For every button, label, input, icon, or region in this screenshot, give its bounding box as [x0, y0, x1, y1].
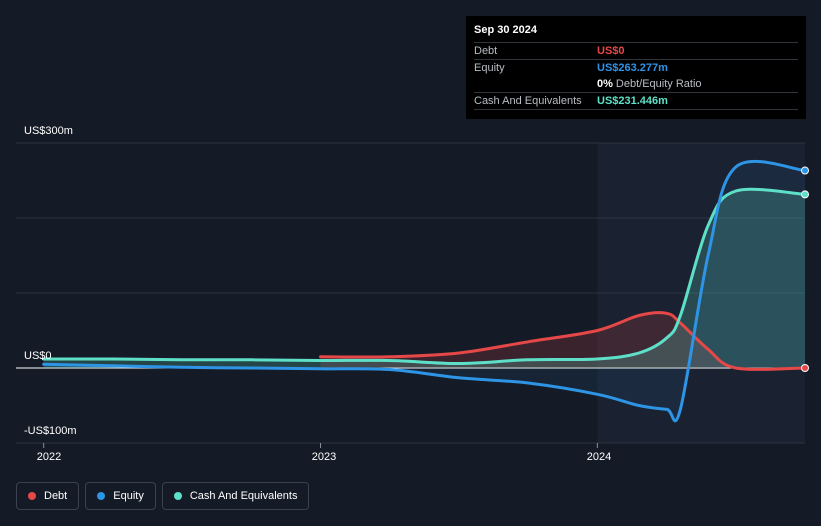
y-tick-label-0: US$0: [24, 350, 52, 362]
tooltip-cash-label: Cash And Equivalents: [474, 95, 582, 107]
series-line-debt: [319, 311, 807, 371]
debt-dot-icon: [28, 492, 36, 500]
series-endpoint-debt: [801, 364, 809, 372]
tooltip-row-equity: Equity US$263.277m: [474, 59, 798, 76]
tooltip-ratio-label: Debt/Equity Ratio: [615, 78, 702, 90]
area-cash: [43, 189, 805, 368]
x-tick-label-2022: 2022: [36, 451, 62, 463]
series-endpoint-equity: [801, 166, 809, 175]
legend-item-equity[interactable]: Equity: [85, 482, 156, 510]
series-endpoint-cash: [801, 190, 809, 199]
tooltip-equity-value: US$263.277m: [597, 62, 668, 74]
tooltip-cash-value: US$231.446m: [597, 95, 668, 107]
legend-label-cash: Cash And Equivalents: [189, 490, 298, 502]
legend-item-debt[interactable]: Debt: [16, 482, 80, 510]
area-equity: [43, 161, 805, 421]
tooltip-debt-label: Debt: [474, 45, 498, 57]
cash-dot-icon: [173, 492, 182, 500]
x-tick-label-2023: 2023: [311, 451, 337, 463]
series-line-cash: [42, 187, 807, 366]
tooltip-panel: Sep 30 2024 Debt US$0 Equity US$263.277m…: [466, 16, 806, 119]
tooltip-date: Sep 30 2024: [474, 24, 537, 36]
tooltip-equity-label: Equity: [474, 62, 505, 74]
x-tick-label-2024: 2024: [586, 451, 612, 463]
legend: Debt Equity Cash And Equivalents: [16, 482, 315, 510]
y-tick-label-300: US$300m: [24, 125, 73, 137]
tooltip-ratio-value: 0%: [597, 78, 613, 90]
legend-label-equity: Equity: [113, 490, 144, 502]
legend-label-debt: Debt: [44, 490, 68, 502]
tooltip-row-ratio: 0% Debt/Equity Ratio: [474, 76, 798, 92]
equity-dot-icon: [97, 492, 106, 500]
tooltip-row-cash: Cash And Equivalents US$231.446m: [474, 92, 798, 109]
tooltip-bottom-rule: [474, 109, 798, 126]
series-line-equity: [42, 159, 807, 423]
legend-item-cash[interactable]: Cash And Equivalents: [161, 482, 310, 510]
series-lines: [42, 159, 807, 423]
end-points: [801, 166, 809, 372]
tooltip-row-debt: Debt US$0: [474, 42, 798, 59]
y-tick-label-neg100: -US$100m: [24, 425, 77, 437]
tooltip-debt-value: US$0: [597, 45, 625, 57]
